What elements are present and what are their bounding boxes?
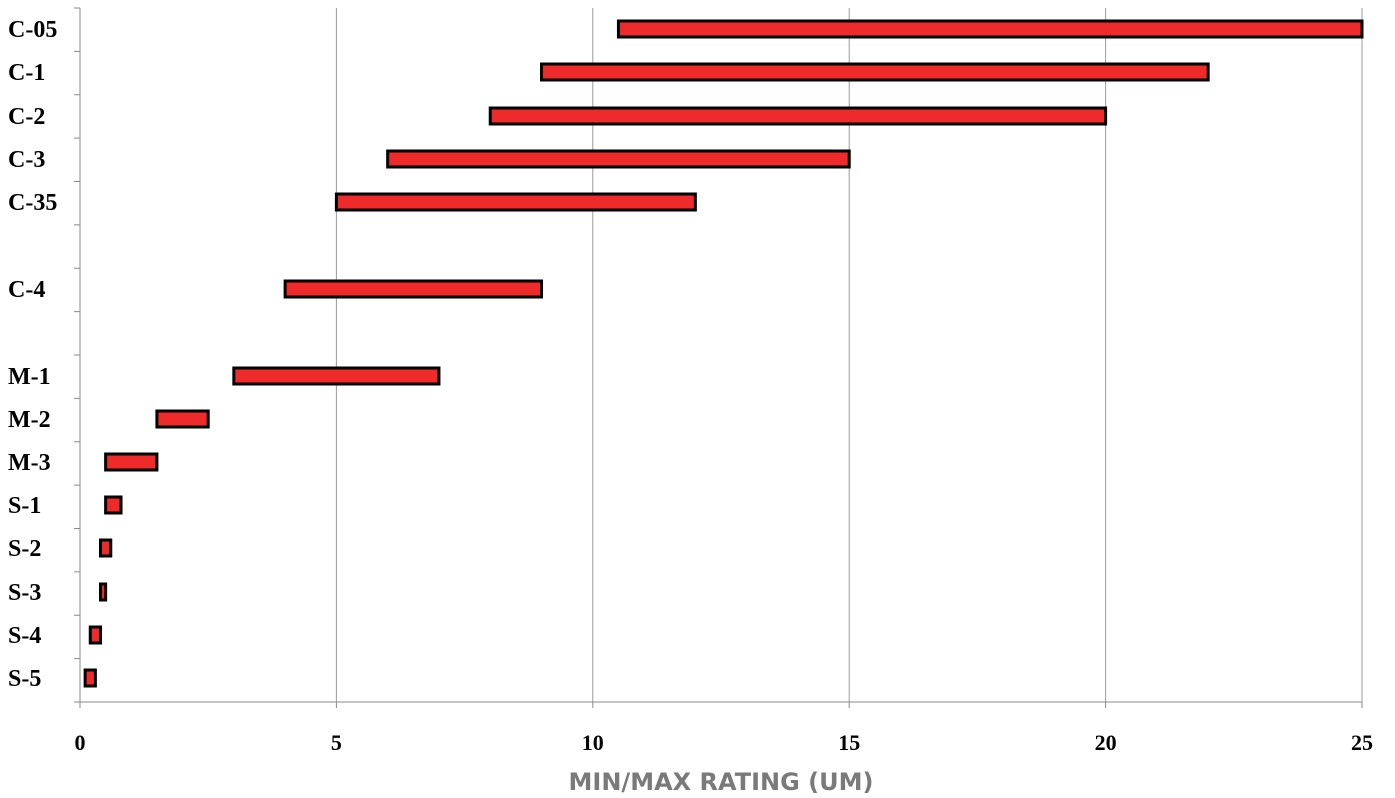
category-label-C-4: C-4	[8, 277, 45, 303]
category-label-C-05: C-05	[8, 17, 57, 43]
category-label-C-3: C-3	[8, 147, 45, 173]
category-label-S-2: S-2	[8, 536, 41, 562]
bar-C-3	[386, 149, 851, 169]
bar-S-2	[99, 538, 113, 558]
category-label-C-2: C-2	[8, 104, 45, 130]
category-label-C-1: C-1	[8, 60, 45, 86]
category-label-S-1: S-1	[8, 493, 41, 519]
bar-C-2	[488, 106, 1108, 126]
x-tick-label-5: 5	[331, 730, 342, 755]
axes	[74, 7, 1363, 708]
x-tick-labels: 0 5 10 15 20 25	[75, 730, 1374, 755]
bar-M-1	[232, 366, 441, 386]
category-label-S-3: S-3	[8, 580, 41, 606]
category-label-M-3: M-3	[8, 450, 51, 476]
x-tick-label-10: 10	[582, 730, 604, 755]
category-labels: C-05 C-1 C-2 C-3 C-35 C-4 M-1 M-2 M-3 S-1 S-2 S-3 S-…	[8, 17, 57, 692]
bar-C-1	[540, 62, 1210, 82]
bar-C-35	[334, 192, 697, 212]
bar-S-5	[83, 668, 97, 688]
x-axis-title: MIN/MAX RATING (UM)	[569, 768, 874, 796]
bar-C-05	[616, 19, 1364, 39]
x-tick-label-0: 0	[75, 730, 86, 755]
category-label-C-35: C-35	[8, 190, 57, 216]
x-tick-label-25: 25	[1351, 730, 1373, 755]
category-label-S-4: S-4	[8, 623, 41, 649]
category-label-M-1: M-1	[8, 364, 51, 390]
bars	[83, 19, 1364, 688]
x-tick-label-15: 15	[838, 730, 860, 755]
bar-S-4	[88, 625, 103, 645]
category-label-S-5: S-5	[8, 666, 41, 692]
category-label-M-2: M-2	[8, 407, 51, 433]
x-tick-label-20: 20	[1095, 730, 1117, 755]
bar-S-1	[104, 495, 123, 515]
bar-M-2	[155, 409, 210, 429]
bar-S-3	[99, 582, 108, 602]
bar-M-3	[104, 452, 159, 472]
bar-C-4	[283, 279, 544, 299]
